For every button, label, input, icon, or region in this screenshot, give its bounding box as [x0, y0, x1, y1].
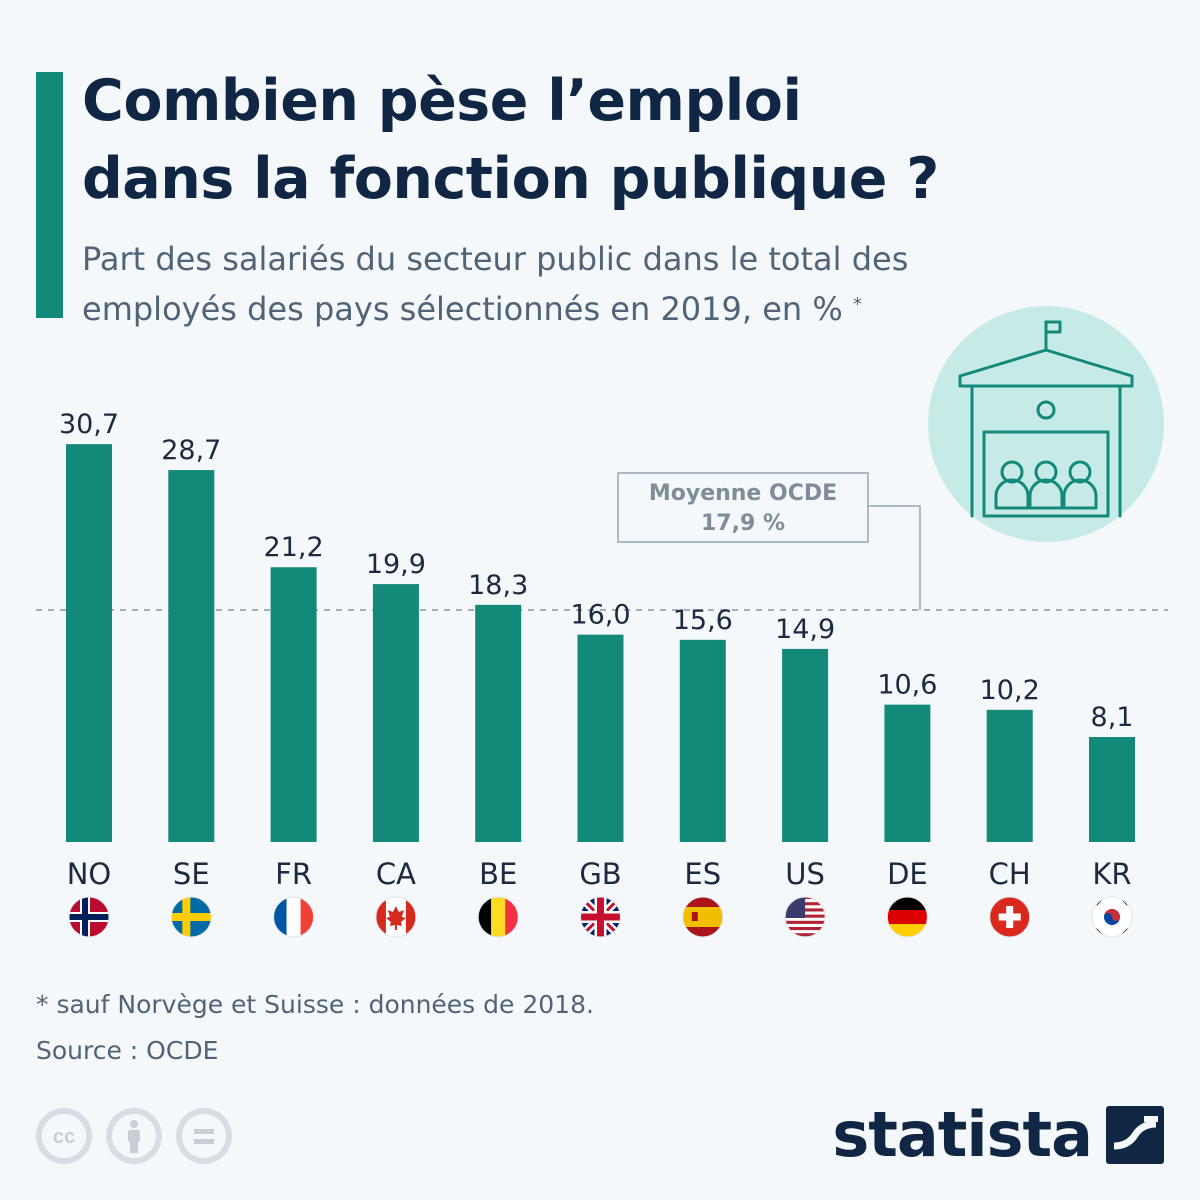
germany-flag-icon [887, 897, 928, 937]
spain-flag-icon [682, 897, 723, 937]
flag-ring-se [170, 896, 212, 938]
bar-se [168, 470, 215, 842]
value-label-es: 15,6 [673, 605, 733, 636]
value-label-us: 14,9 [775, 614, 835, 645]
category-label-es: ES [684, 857, 721, 891]
value-label-se: 28,7 [161, 435, 221, 466]
subtitle-asterisk: * [852, 294, 862, 315]
category-label-be: BE [479, 857, 517, 891]
page-title: Combien pèse l’emploi dans la fonction p… [82, 62, 939, 218]
belgium-flag-icon [478, 897, 519, 937]
flag-ring-fr [273, 896, 315, 938]
category-label-gb: GB [579, 857, 621, 891]
flag-ring-us [784, 896, 826, 938]
public-building-icon [928, 306, 1164, 542]
oecd-average-label: Moyenne OCDE [649, 481, 837, 506]
south-korea-flag-icon [1092, 897, 1132, 937]
source-note: Source : OCDE [36, 1036, 219, 1065]
bar-de [884, 704, 931, 842]
category-label-no: NO [67, 857, 112, 891]
category-label-ch: CH [989, 857, 1031, 891]
footnote: * sauf Norvège et Suisse : données de 20… [36, 990, 594, 1019]
category-label-us: US [785, 857, 825, 891]
category-label-ca: CA [376, 857, 416, 891]
value-label-ch: 10,2 [980, 675, 1040, 706]
flag-ring-gb [580, 896, 621, 938]
value-label-fr: 21,2 [264, 532, 324, 563]
value-label-gb: 16,0 [570, 600, 630, 631]
subtitle-line-2-text: employés des pays sélectionnés en 2019, … [82, 290, 843, 328]
value-label-no: 30,7 [59, 409, 119, 440]
france-flag-icon [273, 897, 314, 937]
category-label-de: DE [887, 857, 928, 891]
value-label-ca: 19,9 [366, 549, 426, 580]
category-label-fr: FR [275, 857, 312, 891]
title-line-2: dans la fonction publique ? [82, 146, 939, 212]
no-derivatives-icon[interactable] [176, 1108, 232, 1164]
bar-us [782, 648, 829, 842]
bar-fr [270, 567, 317, 842]
bar-no [66, 444, 112, 842]
sweden-flag-icon [171, 897, 212, 937]
attribution-icon[interactable] [106, 1108, 162, 1164]
norway-flag-icon [69, 897, 109, 937]
category-label-se: SE [173, 857, 210, 891]
flag-ring-kr [1091, 896, 1133, 938]
flag-ring-no [68, 896, 110, 938]
creative-commons-icon[interactable]: cc [36, 1108, 92, 1164]
license-icons: cc [36, 1108, 232, 1164]
title-line-1: Combien pèse l’emploi [82, 68, 802, 134]
subtitle-line-1: Part des salariés du secteur public dans… [82, 240, 909, 278]
oecd-average-box [617, 472, 869, 543]
bar-gb [577, 634, 624, 842]
bar-ca [372, 584, 419, 842]
flag-ring-de [886, 896, 928, 938]
category-label-kr: KR [1092, 857, 1131, 891]
brand-name: statista [832, 1098, 1093, 1171]
value-label-be: 18,3 [468, 570, 528, 601]
switzerland-flag-icon [989, 897, 1030, 937]
subtitle: Part des salariés du secteur public dans… [82, 234, 908, 334]
usa-flag-icon [785, 897, 826, 937]
value-label-kr: 8,1 [1091, 702, 1134, 733]
statista-logo-icon [1106, 1105, 1164, 1164]
flag-ring-ch [989, 896, 1031, 938]
value-label-de: 10,6 [877, 670, 937, 701]
subtitle-line-2: employés des pays sélectionnés en 2019, … [82, 284, 908, 334]
canada-flag-icon [375, 897, 416, 937]
oecd-average-value: 17,9 % [701, 511, 785, 536]
flag-ring-be [477, 896, 519, 938]
oecd-average-connector [868, 505, 921, 611]
flag-ring-es [682, 896, 724, 938]
svg-text:cc: cc [53, 1126, 75, 1148]
bar-kr [1089, 737, 1135, 842]
title-accent-bar [36, 72, 63, 318]
bar-ch [986, 709, 1033, 842]
uk-flag-icon [580, 897, 621, 937]
statista-logo[interactable]: statista [832, 1098, 1164, 1171]
flag-ring-ca [375, 896, 417, 938]
bar-be [475, 604, 522, 842]
bar-es [679, 639, 726, 842]
